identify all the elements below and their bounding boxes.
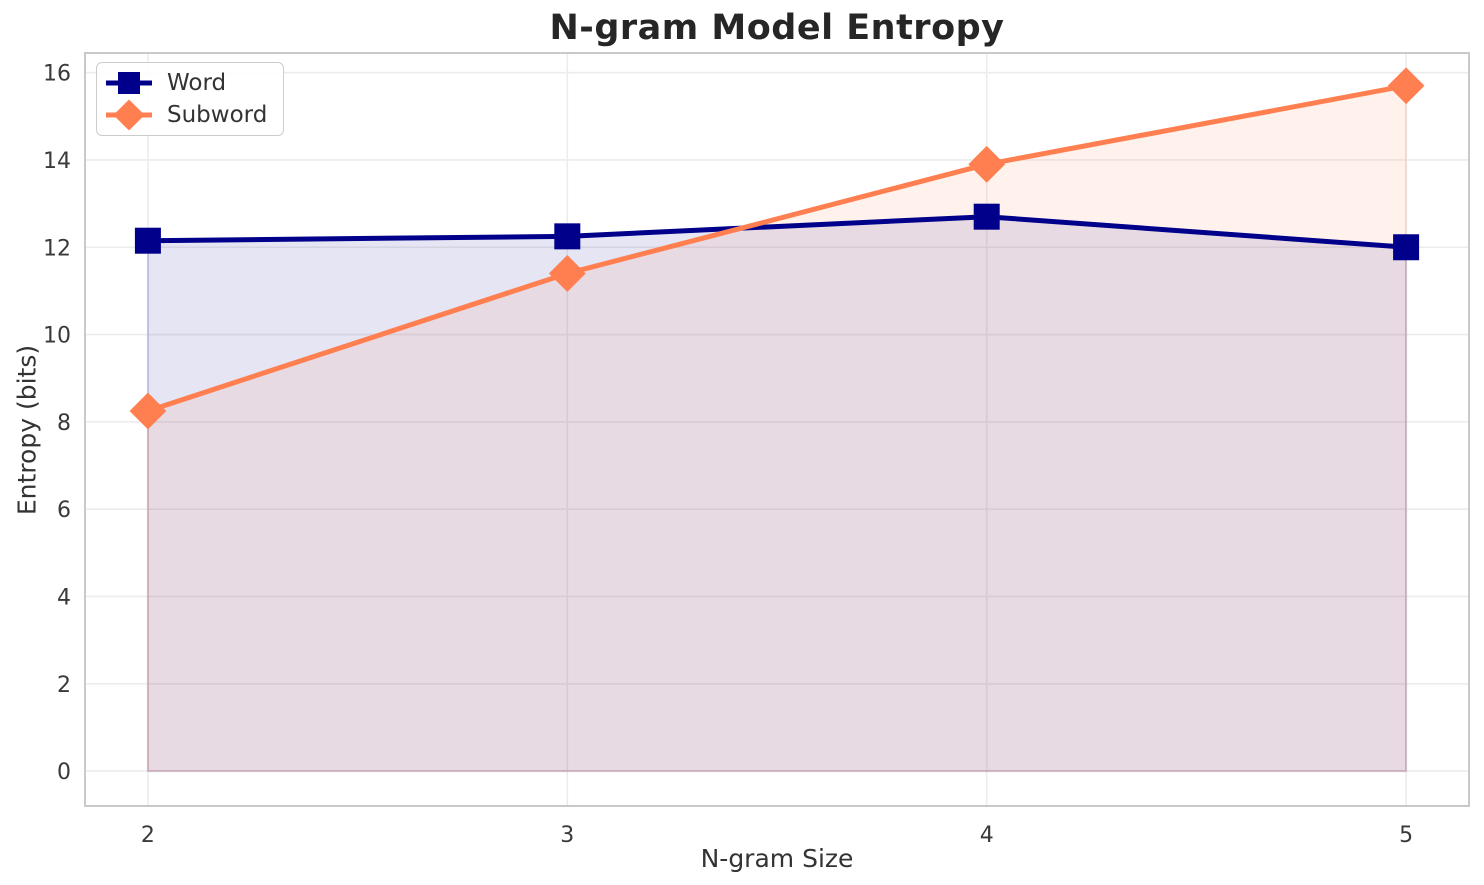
y-tick-label-4: 4: [57, 585, 71, 610]
series-line-word: [145, 214, 1409, 250]
legend-label-subword: Subword: [167, 102, 268, 128]
legend-item-word: Word: [103, 67, 267, 99]
y-tick-label-16: 16: [43, 62, 71, 87]
marker-word-x2: [134, 227, 161, 254]
marker-subword-x4: [968, 145, 1006, 183]
y-tick-label-2: 2: [57, 673, 71, 698]
plot-spines: [84, 52, 1470, 807]
marker-subword-x3: [548, 255, 586, 292]
legend: Word Subword: [96, 62, 285, 136]
y-tick-label-8: 8: [57, 411, 71, 436]
x-tick-label-4: 4: [980, 823, 994, 848]
series-line-subword: [145, 83, 1409, 414]
x-tick-label-3: 3: [560, 823, 574, 848]
y-axis-label: Entropy (bits): [12, 344, 42, 516]
subword-diamond-marker-icon: [106, 99, 152, 131]
y-tick-label-10: 10: [43, 324, 71, 349]
marker-subword-x2: [129, 392, 167, 430]
x-tick-label-2: 2: [141, 823, 155, 848]
marker-subword-x5: [1387, 67, 1425, 105]
legend-item-subword: Subword: [103, 99, 267, 131]
y-tick-label-12: 12: [43, 236, 71, 261]
word-square-marker-icon: [106, 72, 152, 94]
marker-word-x4: [973, 203, 1000, 230]
y-tick-label-0: 0: [57, 760, 71, 785]
marker-word-x3: [554, 223, 581, 250]
chart-title: N-gram Model Entropy: [549, 8, 1005, 48]
area-fill-subword: [146, 84, 1408, 773]
x-axis-label: N-gram Size: [700, 844, 854, 873]
legend-label-word: Word: [167, 70, 227, 96]
y-tick-label-6: 6: [57, 498, 71, 523]
x-tick-label-5: 5: [1399, 823, 1413, 848]
marker-word-x5: [1393, 234, 1420, 261]
y-tick-label-14: 14: [43, 149, 71, 174]
